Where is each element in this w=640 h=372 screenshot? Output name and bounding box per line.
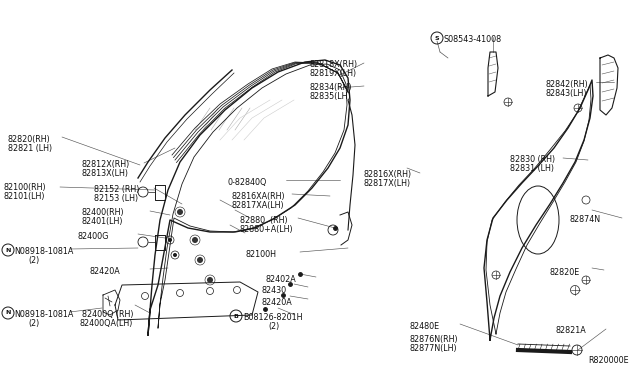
Text: 82430: 82430 (262, 286, 287, 295)
Text: 0-82840Q: 0-82840Q (227, 178, 266, 187)
Text: 82876N(RH): 82876N(RH) (410, 335, 459, 344)
Text: 82877N(LH): 82877N(LH) (410, 344, 458, 353)
Text: N: N (5, 311, 11, 315)
Text: B: B (234, 314, 239, 318)
Text: 82821A: 82821A (556, 326, 587, 335)
Text: 82400Q (RH): 82400Q (RH) (82, 310, 134, 319)
Text: (2): (2) (28, 319, 39, 328)
Text: 82820E: 82820E (550, 268, 580, 277)
Text: 82834(RH): 82834(RH) (310, 83, 353, 92)
Text: N08918-1081A: N08918-1081A (14, 310, 74, 319)
Text: 82420A: 82420A (262, 298, 292, 307)
Text: 82816XA(RH): 82816XA(RH) (232, 192, 285, 201)
Text: (2): (2) (28, 256, 39, 265)
Text: 82400(RH): 82400(RH) (82, 208, 125, 217)
Text: 82812X(RH): 82812X(RH) (82, 160, 131, 169)
Text: S: S (435, 35, 439, 41)
Text: 82480E: 82480E (410, 322, 440, 331)
Text: 82813X(LH): 82813X(LH) (82, 169, 129, 178)
Text: 82874N: 82874N (570, 215, 601, 224)
Text: N: N (5, 247, 11, 253)
Text: 82420A: 82420A (90, 267, 121, 276)
Text: 82817X(LH): 82817X(LH) (364, 179, 411, 188)
Text: 82830 (RH): 82830 (RH) (510, 155, 555, 164)
Text: 82842(RH): 82842(RH) (546, 80, 589, 89)
Circle shape (192, 237, 198, 243)
Text: 82100(RH): 82100(RH) (4, 183, 47, 192)
Text: 82820(RH): 82820(RH) (8, 135, 51, 144)
Text: (2): (2) (268, 322, 279, 331)
Text: 82400G: 82400G (78, 232, 109, 241)
Text: 82402A: 82402A (266, 275, 297, 284)
Text: 82821 (LH): 82821 (LH) (8, 144, 52, 153)
Text: S08543-41008: S08543-41008 (444, 35, 502, 44)
Circle shape (197, 257, 203, 263)
Text: 82818X(RH): 82818X(RH) (310, 60, 358, 69)
Text: 82819X(LH): 82819X(LH) (310, 69, 357, 78)
Text: N08918-1081A: N08918-1081A (14, 247, 74, 256)
Text: 82401(LH): 82401(LH) (82, 217, 124, 226)
Text: 82100H: 82100H (245, 250, 276, 259)
Text: 82153 (LH): 82153 (LH) (94, 194, 138, 203)
Circle shape (168, 238, 172, 242)
Text: 82843(LH): 82843(LH) (546, 89, 588, 98)
Text: 82831 (LH): 82831 (LH) (510, 164, 554, 173)
Circle shape (173, 253, 177, 257)
Text: 82880  (RH): 82880 (RH) (240, 216, 287, 225)
Text: B08126-8201H: B08126-8201H (243, 313, 303, 322)
Text: 82152 (RH): 82152 (RH) (94, 185, 140, 194)
Text: 82816X(RH): 82816X(RH) (364, 170, 412, 179)
Text: 82817XA(LH): 82817XA(LH) (232, 201, 285, 210)
Text: 82400QA(LH): 82400QA(LH) (80, 319, 133, 328)
Text: R820000E: R820000E (588, 356, 628, 365)
Circle shape (177, 209, 183, 215)
Circle shape (207, 277, 213, 283)
Text: 82835(LH): 82835(LH) (310, 92, 351, 101)
Text: 82880+A(LH): 82880+A(LH) (240, 225, 294, 234)
Text: 82101(LH): 82101(LH) (4, 192, 45, 201)
